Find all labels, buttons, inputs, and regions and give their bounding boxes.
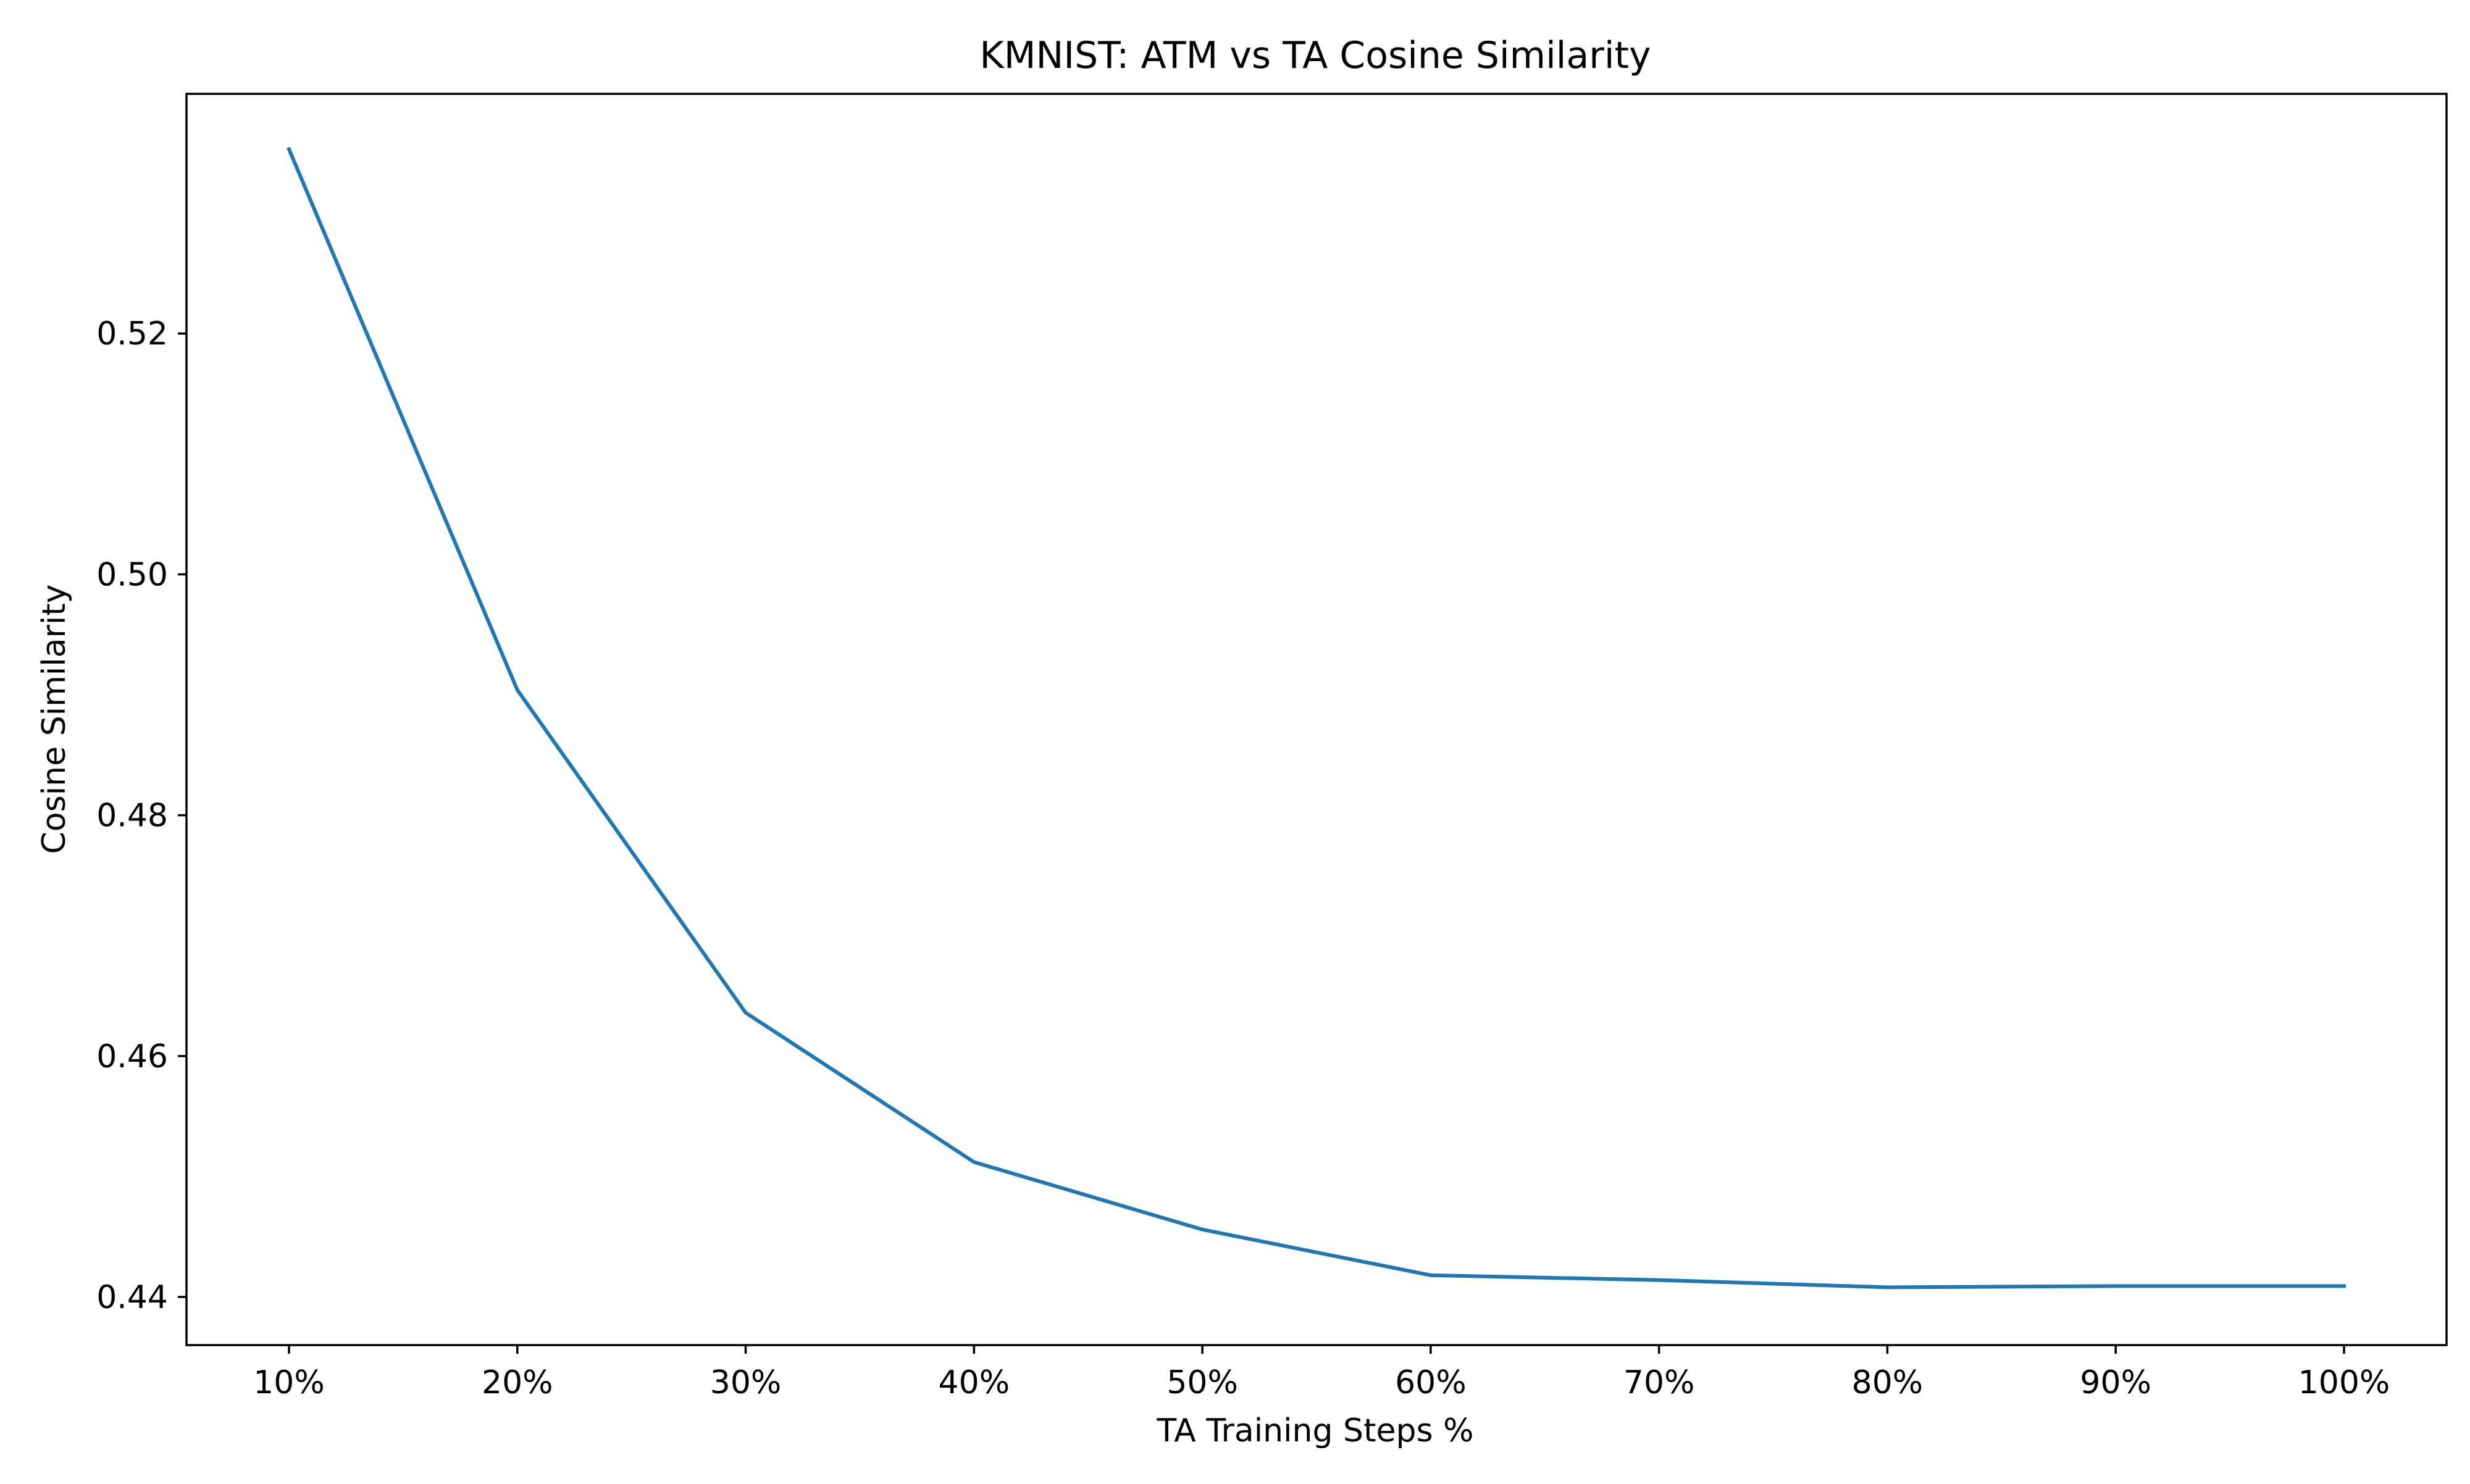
x-tick-label: 40% [939,1364,1010,1401]
y-tick-label: 0.44 [96,1279,168,1316]
y-tick-label: 0.52 [96,315,168,352]
x-tick-label: 90% [2080,1364,2151,1401]
x-tick-label: 50% [1166,1364,1238,1401]
y-tick-label: 0.50 [96,556,168,593]
x-tick-label: 80% [1852,1364,1924,1401]
x-axis-label: TA Training Steps % [1157,1412,1474,1449]
x-tick-label: 10% [253,1364,325,1401]
x-tick-label: 100% [2298,1364,2390,1401]
x-tick-label: 60% [1395,1364,1467,1401]
x-tick-label: 20% [482,1364,553,1401]
chart-title: KMNIST: ATM vs TA Cosine Similarity [979,34,1651,77]
x-tick-label: 70% [1623,1364,1695,1401]
y-axis-label: Cosine Similarity [36,585,73,854]
y-tick-label: 0.46 [96,1038,168,1075]
x-tick-label: 30% [710,1364,782,1401]
y-tick-label: 0.48 [96,798,168,835]
